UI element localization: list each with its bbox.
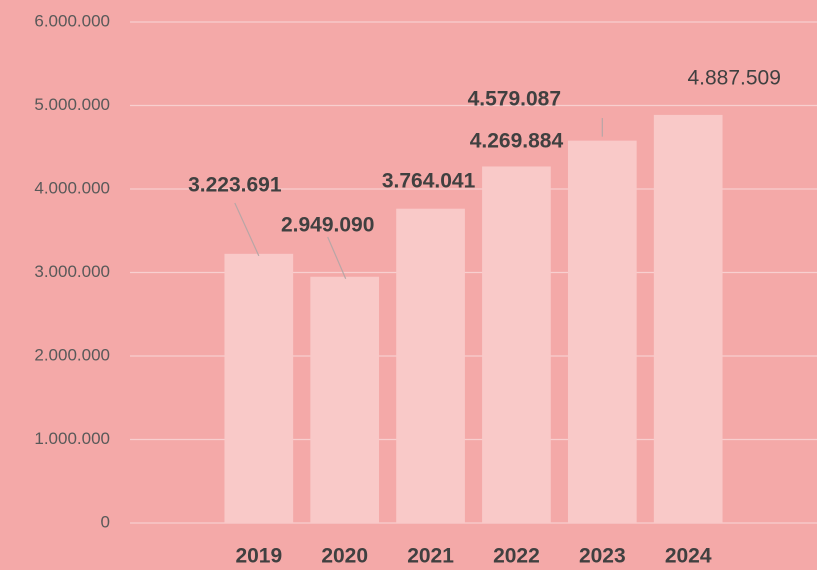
x-tick-label: 2019	[235, 545, 282, 568]
bar	[396, 208, 465, 523]
value-label: 4.579.087	[468, 88, 561, 111]
x-tick-label: 2020	[321, 545, 368, 568]
y-tick-label: 4.000.000	[34, 178, 110, 197]
y-tick-label: 2.000.000	[34, 345, 110, 364]
x-tick-label: 2022	[493, 545, 540, 568]
y-tick-label: 0	[101, 512, 110, 531]
bar	[224, 253, 294, 523]
bar	[653, 114, 723, 523]
y-tick-label: 5.000.000	[34, 95, 110, 114]
y-tick-label: 6.000.000	[34, 11, 110, 30]
value-label: 3.764.041	[382, 170, 476, 193]
bar	[310, 276, 380, 523]
bar	[567, 140, 637, 523]
value-label: 4.269.884	[470, 130, 564, 153]
value-label: 3.223.691	[188, 174, 282, 197]
bar	[482, 166, 551, 523]
y-tick-label: 3.000.000	[34, 262, 110, 281]
y-tick-label: 1.000.000	[34, 429, 110, 448]
x-tick-label: 2024	[665, 545, 712, 568]
x-tick-label: 2021	[407, 545, 454, 568]
value-label: 4.887.509	[687, 67, 780, 90]
leader-line	[234, 202, 260, 257]
leader-line	[327, 236, 347, 279]
x-tick-label: 2023	[579, 545, 626, 568]
value-label: 2.949.090	[281, 214, 374, 237]
